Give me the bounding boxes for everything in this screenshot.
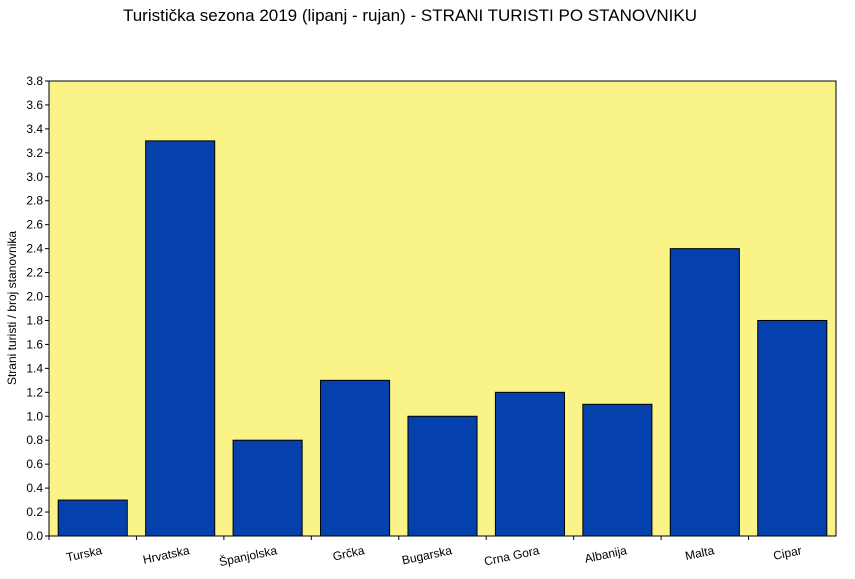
y-tick-label: 1.8: [26, 313, 43, 327]
bar-španjolska: [232, 439, 303, 537]
x-tick-label: Hrvatska: [142, 543, 192, 567]
bar-crna-gora: [494, 391, 565, 537]
x-tick-label: Albanija: [583, 543, 628, 566]
x-tick-label: Turska: [65, 543, 104, 564]
y-tick-label: 1.4: [26, 361, 43, 375]
y-tick-label: 2.0: [26, 290, 43, 304]
bar-grčka: [320, 379, 391, 537]
y-tick-label: 2.6: [26, 218, 43, 232]
bar-albanija: [582, 403, 653, 537]
bar-cipar: [757, 319, 828, 537]
y-tick-label: 3.6: [26, 98, 43, 112]
y-tick-label: 0.4: [26, 481, 43, 495]
x-tick-label: Grčka: [331, 543, 366, 563]
y-axis-title: Strani turisti / broj stanovnika: [5, 231, 19, 385]
x-tick-label: Španjolska: [218, 542, 279, 569]
y-tick-label: 1.0: [26, 409, 43, 423]
y-tick-label: 2.4: [26, 242, 43, 256]
y-tick-label: 2.2: [26, 266, 43, 280]
y-tick-label: 0.2: [26, 505, 43, 519]
y-tick-label: 3.8: [26, 74, 43, 88]
y-tick-label: 0.8: [26, 433, 43, 447]
y-tick-label: 3.4: [26, 122, 43, 136]
y-tick-label: 3.2: [26, 146, 43, 160]
x-tick-label: Malta: [684, 543, 716, 563]
chart-title: Turistička sezona 2019 (lipanj - rujan) …: [122, 6, 698, 25]
y-tick-label: 3.0: [26, 170, 43, 184]
x-tick-label: Bugarska: [401, 543, 454, 567]
y-tick-label: 1.6: [26, 337, 43, 351]
x-tick-label: Crna Gora: [483, 543, 541, 568]
bar-bugarska: [407, 415, 478, 537]
bar-turska: [57, 499, 128, 537]
y-tick-label: 0.0: [26, 529, 43, 543]
bar-malta: [669, 248, 740, 537]
bar-hrvatska: [145, 140, 216, 537]
y-tick-label: 1.2: [26, 385, 43, 399]
x-tick-label: Cipar: [772, 543, 803, 563]
y-tick-label: 2.8: [26, 194, 43, 208]
y-tick-label: 0.6: [26, 457, 43, 471]
